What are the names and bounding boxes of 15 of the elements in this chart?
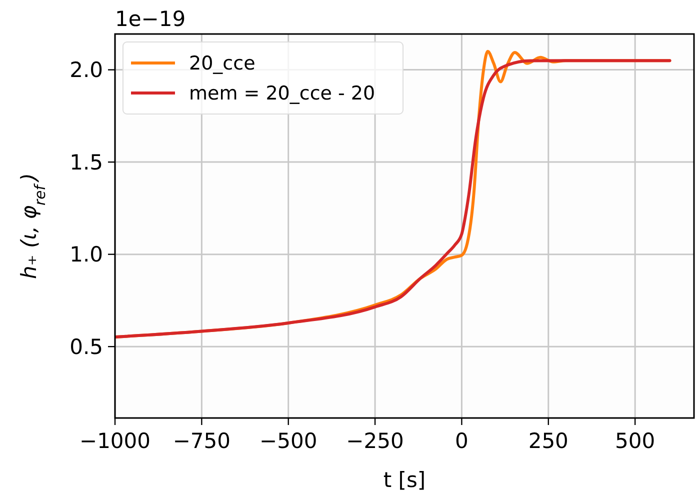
x-tick-label: −750 [172,429,231,453]
x-tick-label: 250 [528,429,568,453]
y-tick-label: 0.5 [70,334,103,359]
y-tick-label: 1.0 [70,242,103,267]
x-tick-label: −1000 [79,429,151,453]
x-tick-label: 500 [615,429,656,453]
text: 1e−19 [115,7,186,31]
y-tick-label: 1.5 [70,150,103,174]
x-tick-label: −250 [346,429,404,453]
legend-label: mem = 20_cce - 20 [189,82,376,105]
y-tick-label: 2.0 [70,58,103,82]
x-tick-label: 0 [455,429,468,453]
x-axis-title: t [s] [383,468,426,492]
legend-label: 20_cce [189,52,256,75]
x-tick-label: −500 [260,429,318,453]
